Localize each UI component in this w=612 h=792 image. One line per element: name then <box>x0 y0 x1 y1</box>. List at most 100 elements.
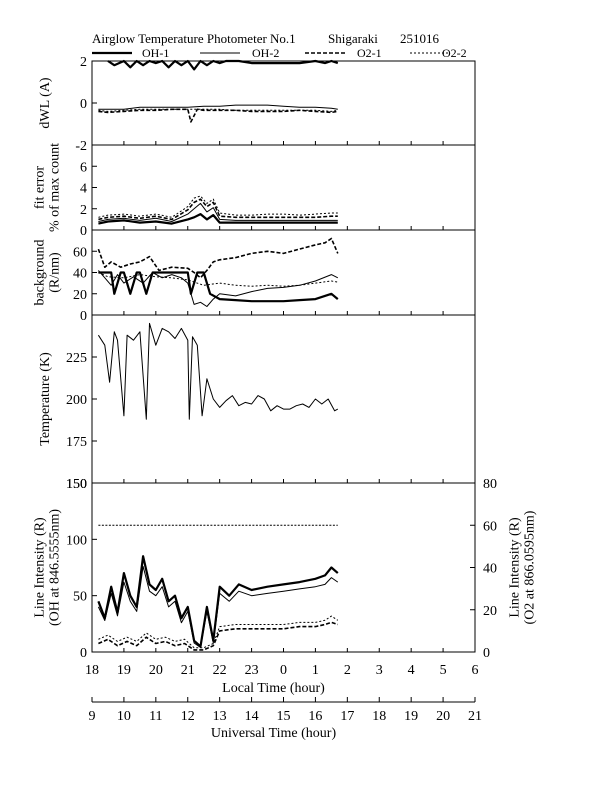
panel-temperature-series <box>97 322 339 420</box>
panel-background-series-o2-1-2-line <box>97 237 339 279</box>
panel-temperature-tick-label-2: 200 <box>66 393 87 408</box>
panel-intensity-left-tick-label-1: 50 <box>73 590 87 605</box>
plot-panels: -2 0 2 dWL (A) 0 2 4 6 fit error% of max count 0 2… <box>33 55 538 661</box>
panel-intensity-series-oh-1-0-line <box>97 555 339 648</box>
x-ut-axis-title: Universal Time (hour) <box>211 726 337 741</box>
panel-dwl-series-oh-2-1-line <box>98 104 338 110</box>
panel-temperature: 150 175 200 225 Temperature (K) <box>38 314 476 492</box>
panel-intensity-ylabel-left-line-1: Line Intensity (R) <box>33 517 48 618</box>
chart-title: Airglow Temperature Photometer No.1 <box>92 31 296 46</box>
x-local-tick-label-5: 23 <box>245 663 259 678</box>
x-ut-tick-label-1: 10 <box>117 709 131 724</box>
panel-temperature-tick-label-0: 150 <box>66 477 87 492</box>
panel-intensity-ylabel-right-line-1: Line Intensity (R) <box>508 517 523 618</box>
panel-dwl-series-o2-1-2-line <box>98 108 338 123</box>
panel-temperature-tick-label-3: 225 <box>66 351 87 366</box>
panel-intensity-right-tick-label-0: 0 <box>483 646 490 661</box>
x-ut-tick-label-6: 15 <box>277 709 291 724</box>
panel-dwl-tick-label-1: 0 <box>80 97 87 112</box>
panel-intensity-right-tick-label-3: 60 <box>483 519 497 534</box>
x-local-tick-label-4: 22 <box>213 663 227 678</box>
panel-background-series-oh-1-0-line <box>98 271 339 303</box>
x-ut-tick-label-10: 19 <box>404 709 418 724</box>
panel-background: 0 20 40 60 background (R/nm) <box>33 229 476 324</box>
x-local-tick-label-3: 21 <box>181 663 195 678</box>
panel-fit-series-oh-1-0-line <box>98 213 338 225</box>
panel-dwl-tick-label-0: -2 <box>75 139 87 154</box>
panel-fit-tick-label-1: 2 <box>80 203 87 218</box>
x-ut-tick-label-9: 18 <box>372 709 386 724</box>
panel-dwl-ylabel-group: dWL (A) <box>38 77 53 129</box>
x-ut-tick-label-5: 14 <box>245 709 259 724</box>
x-local-tick-label-0: 18 <box>85 663 99 678</box>
panel-fit-ylabel-line-1: fit error <box>33 166 48 209</box>
panel-background-tick-label-3: 60 <box>73 245 87 260</box>
legend-label-0: OH-1 <box>142 46 169 60</box>
chart-header: Airglow Temperature Photometer No.1 Shig… <box>92 31 440 46</box>
x-local-tick-label-12: 6 <box>472 663 479 678</box>
panel-dwl-frame <box>91 60 476 146</box>
panel-intensity-series <box>97 482 339 651</box>
panel-background-tick-label-0: 0 <box>80 309 87 324</box>
x-ut-tick-label-11: 20 <box>436 709 450 724</box>
panel-fit-tick-label-3: 6 <box>80 160 87 175</box>
x-local-tick-label-2: 20 <box>149 663 163 678</box>
panel-intensity-left-tick-label-0: 0 <box>80 646 87 661</box>
panel-temperature-tick-label-1: 175 <box>66 435 87 450</box>
panel-background-ylabel-line-1: background <box>33 239 48 305</box>
x-ut-tick-label-4: 13 <box>213 709 227 724</box>
panel-intensity-series-oh-2-1-line <box>97 565 339 648</box>
panel-fit-series-o2-1-2-line <box>98 198 338 221</box>
panel-fit-tick-label-0: 0 <box>80 224 87 239</box>
panel-intensity-right-tick-label-4: 80 <box>483 477 497 492</box>
panel-intensity-ylabel-left-group: Line Intensity (R) (OH at 846.5555nm) <box>33 509 63 626</box>
panel-intensity-series-o2-1-2-line <box>98 621 339 651</box>
legend-label-3: O2-2 <box>442 46 467 60</box>
x-ut-tick-label-12: 21 <box>468 709 482 724</box>
chart-site: Shigaraki <box>328 31 378 46</box>
x-ut-tick-label-8: 17 <box>340 709 354 724</box>
panel-intensity-right-tick-label-1: 20 <box>483 604 497 619</box>
x-local-tick-label-7: 1 <box>312 663 319 678</box>
panel-fit-ylabel-line-2: % of max count <box>48 143 63 232</box>
panel-temperature-ylabel-group: Temperature (K) <box>38 352 53 446</box>
legend-label-1: OH-2 <box>252 46 279 60</box>
panel-intensity-frame <box>91 482 476 653</box>
chart-date: 251016 <box>400 31 440 46</box>
panel-fit-series <box>98 195 338 225</box>
panel-fit-ylabel-group: fit error% of max count <box>33 143 63 232</box>
x-local-tick-label-11: 5 <box>440 663 447 678</box>
x-local-axis-title: Local Time (hour) <box>222 681 325 696</box>
legend: OH-1 OH-2 O2-1 O2-2 <box>92 46 467 60</box>
panel-dwl-tick-label-2: 2 <box>80 55 87 70</box>
panel-temperature-series-oh-0-line <box>97 322 339 420</box>
x-local-tick-label-6: 0 <box>280 663 287 678</box>
panel-dwl-ylabel-line-1: dWL (A) <box>38 77 53 129</box>
panel-intensity-left-tick-label-3: 150 <box>66 477 87 492</box>
panel-fit: 0 2 4 6 fit error% of max count <box>33 143 476 239</box>
x-ut-tick-label-3: 12 <box>181 709 195 724</box>
panel-background-ylabel-line-2: (R/nm) <box>48 252 63 293</box>
panel-temperature-frame <box>91 314 476 484</box>
panel-temperature-ylabel-line-1: Temperature (K) <box>38 352 53 446</box>
panel-intensity-left-tick-label-2: 100 <box>66 533 87 548</box>
x-local-tick-label-9: 3 <box>376 663 383 678</box>
x-local-tick-label-1: 19 <box>117 663 131 678</box>
panel-dwl-series-oh-1-0-line <box>107 59 339 71</box>
panel-background-tick-label-1: 20 <box>73 288 87 303</box>
panel-intensity-ylabel-right-group: Line Intensity (R) (O2 at 866.0595nm) <box>508 510 538 624</box>
legend-label-2: O2-1 <box>357 46 382 60</box>
panel-fit-series-o2-2-3-line <box>98 195 338 218</box>
panel-background-series-o2-2-3-line <box>98 272 338 287</box>
x-ut-tick-label-2: 11 <box>149 709 162 724</box>
panel-intensity-ylabel-left-line-2: (OH at 846.5555nm) <box>48 509 63 626</box>
panel-dwl-series-o2-2-3-line <box>98 108 338 112</box>
panel-fit-series-oh-2-1-line <box>98 202 338 222</box>
panel-background-series-oh-2-1-line <box>98 270 339 307</box>
x-local-tick-label-8: 2 <box>344 663 351 678</box>
panel-dwl-series <box>98 59 339 123</box>
x-ut-tick-label-0: 9 <box>89 709 96 724</box>
panel-background-series <box>97 237 339 307</box>
